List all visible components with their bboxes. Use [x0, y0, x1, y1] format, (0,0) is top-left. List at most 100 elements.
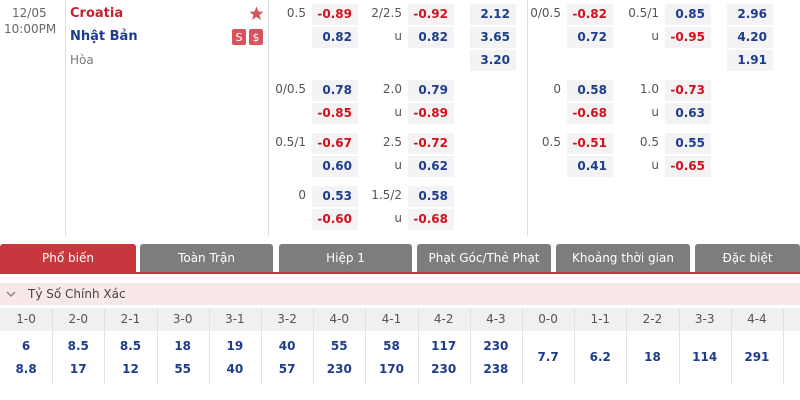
odds-box[interactable]: [567, 80, 613, 101]
odds-box[interactable]: [408, 156, 454, 177]
odds-value[interactable]: 0.58: [577, 83, 607, 97]
odds-value[interactable]: 4.20: [737, 30, 767, 44]
tab[interactable]: Phổ biến: [0, 244, 136, 272]
odds-box[interactable]: [727, 27, 773, 48]
score-odds[interactable]: 114: [692, 350, 718, 364]
odds-value[interactable]: 0.62: [418, 159, 448, 173]
home-team[interactable]: Croatia: [70, 6, 124, 21]
score-odds[interactable]: 19: [226, 339, 244, 353]
score-odds[interactable]: 170: [378, 362, 405, 376]
odds-box[interactable]: [408, 4, 454, 25]
score-odds[interactable]: 17: [69, 362, 87, 376]
odds-box[interactable]: [408, 27, 454, 48]
odds-box[interactable]: [470, 4, 516, 25]
odds-box[interactable]: [470, 27, 516, 48]
odds-box[interactable]: [727, 4, 773, 25]
odds-box[interactable]: [727, 50, 773, 71]
odds-value[interactable]: -0.67: [317, 136, 352, 150]
odds-value[interactable]: 0.58: [418, 189, 448, 203]
odds-value[interactable]: -0.85: [317, 106, 352, 120]
score-odds[interactable]: 58: [383, 339, 400, 353]
score-odds[interactable]: 55: [174, 362, 192, 376]
odds-value[interactable]: -0.89: [317, 7, 352, 21]
odds-value[interactable]: -0.68: [572, 106, 607, 120]
odds-value[interactable]: -0.73: [670, 83, 705, 97]
score-odds[interactable]: 291: [744, 350, 770, 364]
score-odds[interactable]: 6: [21, 339, 31, 353]
odds-value[interactable]: 0.82: [418, 30, 448, 44]
odds-value[interactable]: 0.85: [675, 7, 705, 21]
score-odds[interactable]: 230: [431, 362, 457, 376]
odds-value[interactable]: 0.53: [322, 189, 352, 203]
odds-value[interactable]: -0.68: [413, 212, 448, 226]
score-odds[interactable]: 230: [326, 362, 352, 376]
odds-box[interactable]: [312, 186, 358, 207]
odds-box[interactable]: [567, 103, 613, 124]
odds-box[interactable]: [665, 27, 711, 48]
tab[interactable]: Phạt Góc/Thẻ Phạt: [417, 244, 551, 272]
odds-value[interactable]: -0.92: [413, 7, 448, 21]
odds-value[interactable]: 0.79: [418, 83, 448, 97]
odds-box[interactable]: [312, 80, 358, 101]
odds-box[interactable]: [567, 27, 613, 48]
odds-value[interactable]: -0.95: [670, 30, 705, 44]
odds-box[interactable]: [470, 50, 516, 71]
odds-box[interactable]: [408, 133, 454, 154]
odds-value[interactable]: 2.12: [480, 7, 510, 21]
odds-value[interactable]: 0.82: [322, 30, 352, 44]
odds-box[interactable]: [312, 4, 358, 25]
odds-value[interactable]: 3.20: [480, 53, 510, 67]
odds-value[interactable]: 0.41: [577, 159, 607, 173]
odds-value[interactable]: -0.60: [317, 212, 352, 226]
tab[interactable]: Hiệp 1: [279, 244, 412, 272]
odds-box[interactable]: [408, 80, 454, 101]
odds-box[interactable]: [312, 133, 358, 154]
odds-value[interactable]: -0.72: [413, 136, 448, 150]
odds-value[interactable]: 2.96: [737, 7, 767, 21]
tab[interactable]: Toàn Trận: [140, 244, 273, 272]
odds-box[interactable]: [312, 209, 358, 230]
score-odds[interactable]: 57: [278, 362, 296, 376]
odds-box[interactable]: [567, 4, 613, 25]
odds-box[interactable]: [665, 103, 711, 124]
odds-value[interactable]: -0.65: [670, 159, 705, 173]
odds-box[interactable]: [408, 186, 454, 207]
score-odds[interactable]: 230: [483, 339, 509, 353]
odds-value[interactable]: 0.78: [322, 83, 352, 97]
score-odds[interactable]: 7.7: [537, 350, 559, 364]
odds-value[interactable]: -0.82: [572, 7, 607, 21]
odds-value[interactable]: 1.91: [737, 53, 767, 67]
odds-value[interactable]: 0.63: [675, 106, 705, 120]
score-odds[interactable]: 8.8: [15, 362, 37, 376]
score-odds[interactable]: 8.5: [67, 339, 89, 353]
score-odds[interactable]: 18: [174, 339, 192, 353]
chevron[interactable]: [6, 289, 16, 299]
away-team[interactable]: Nhật Bản: [70, 29, 138, 44]
score-odds[interactable]: 40: [278, 339, 296, 353]
odds-box[interactable]: [312, 156, 358, 177]
score-odds[interactable]: 12: [122, 362, 139, 376]
odds-box[interactable]: [408, 103, 454, 124]
odds-value[interactable]: 0.55: [675, 136, 705, 150]
favorite-star[interactable]: [249, 6, 264, 21]
odds-box[interactable]: [312, 103, 358, 124]
odds-box[interactable]: [665, 133, 711, 154]
stats-icons[interactable]: S $: [232, 29, 264, 45]
odds-box[interactable]: [312, 27, 358, 48]
odds-box[interactable]: [665, 80, 711, 101]
tab[interactable]: Khoảng thời gian: [556, 244, 690, 272]
score-odds[interactable]: 117: [431, 339, 457, 353]
score-odds[interactable]: 8.5: [119, 339, 142, 353]
score-odds[interactable]: 55: [330, 339, 348, 353]
odds-box[interactable]: [408, 209, 454, 230]
odds-value[interactable]: 0.60: [322, 159, 352, 173]
score-odds[interactable]: 238: [483, 362, 509, 376]
odds-value[interactable]: 3.65: [480, 30, 510, 44]
score-odds[interactable]: 6.2: [589, 350, 611, 364]
odds-value[interactable]: 0.72: [577, 30, 607, 44]
odds-box[interactable]: [665, 156, 711, 177]
odds-value[interactable]: -0.51: [572, 136, 607, 150]
odds-box[interactable]: [567, 156, 613, 177]
score-odds[interactable]: 40: [226, 362, 244, 376]
odds-box[interactable]: [665, 4, 711, 25]
